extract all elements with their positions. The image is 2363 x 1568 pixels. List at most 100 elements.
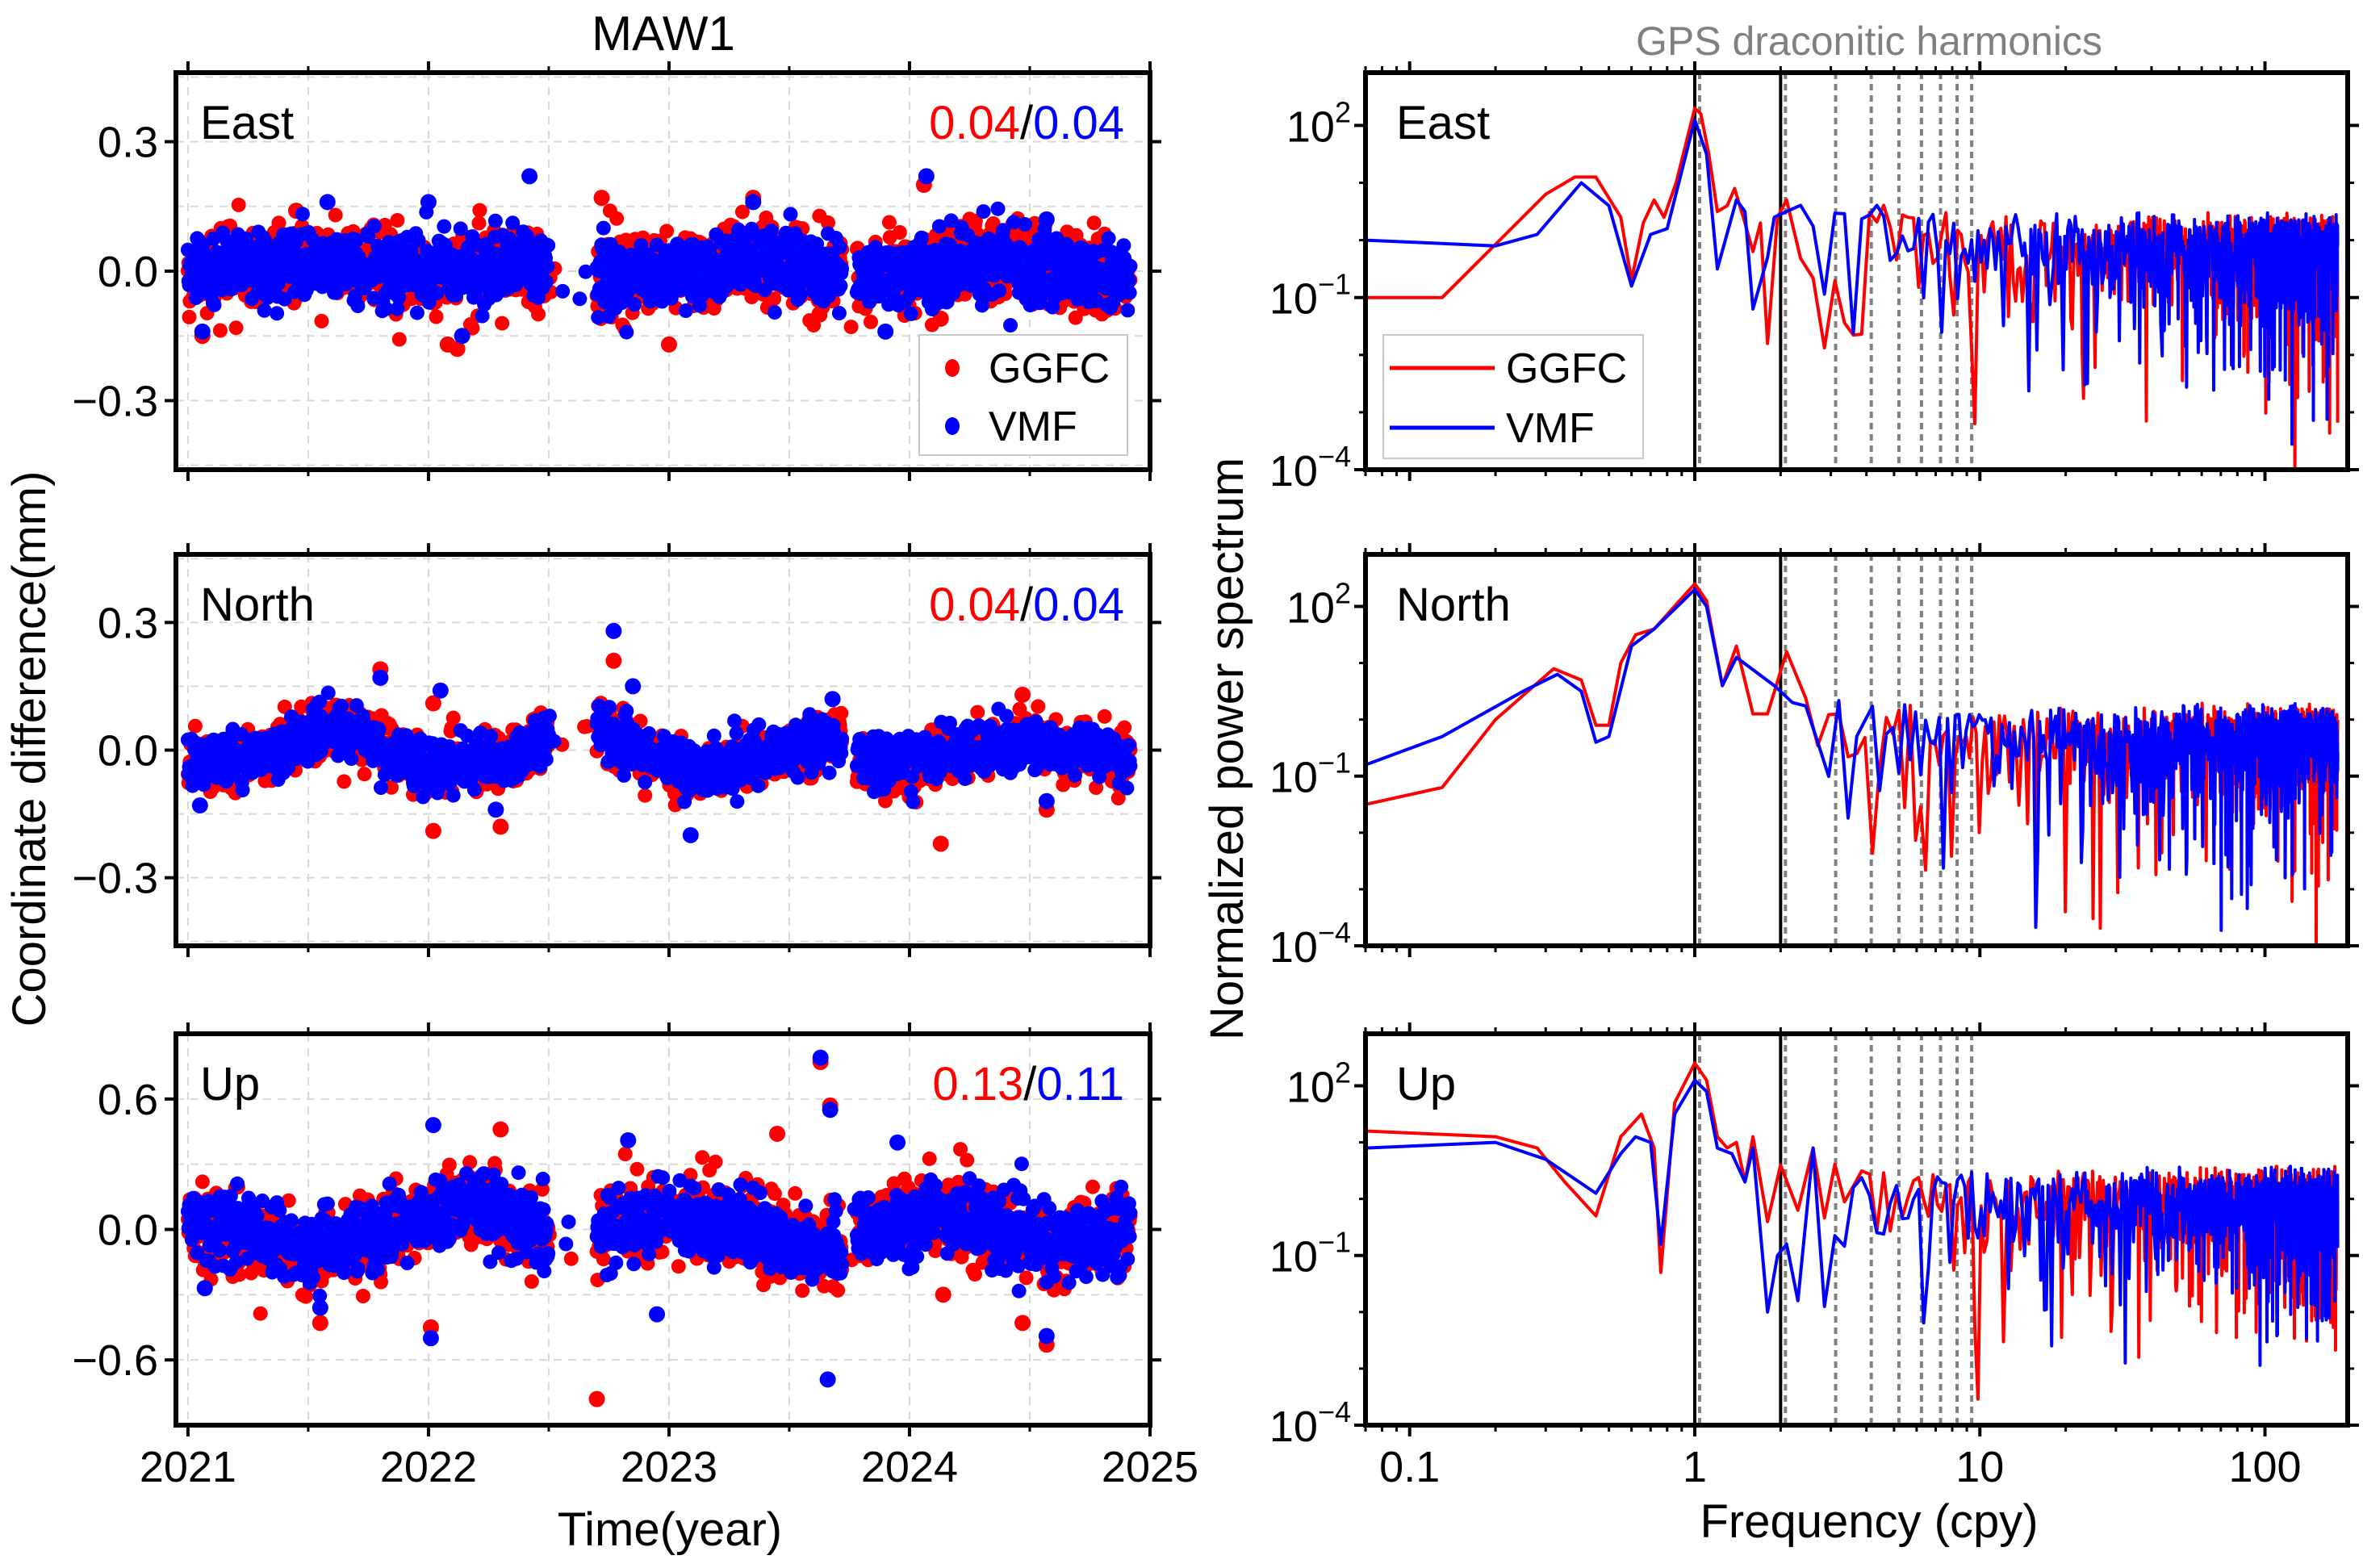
data-point [763,224,779,238]
data-point [730,794,745,809]
data-point [751,778,766,793]
panel-label: East [200,97,294,149]
rms-vmf: 0.04 [1033,97,1124,149]
data-point [390,213,405,228]
data-point [931,219,947,234]
data-point [1116,238,1131,253]
data-point [833,278,848,294]
data-point [475,308,490,324]
data-point [541,238,556,253]
data-point [943,237,957,253]
left-x-axis-label: Time(year) [558,1503,782,1556]
data-point [445,710,461,725]
data-point [767,291,782,307]
station-title: MAW1 [592,6,735,61]
data-point [212,323,228,338]
data-point [374,780,388,795]
y-tick-label: 0.3 [98,119,158,167]
data-point [914,230,929,245]
data-point [881,215,897,230]
data-point [337,774,352,789]
data-point [357,767,372,782]
data-point [555,283,571,299]
data-point [231,197,246,212]
data-point-outlier [319,194,336,211]
data-point [1117,720,1132,735]
data-point-outlier [420,194,437,211]
rms-values: 0.04/0.04 [929,97,1124,149]
data-point [546,734,562,749]
data-point [970,705,985,720]
data-point [391,290,406,305]
data-point [334,698,349,713]
data-point [996,223,1010,238]
data-point [437,219,452,234]
data-point [802,707,818,722]
data-point [391,332,407,347]
data-point [864,314,878,329]
data-point [495,316,510,331]
data-point [831,306,847,320]
data-point [187,718,203,734]
data-point [706,728,721,743]
data-point [314,313,329,328]
data-point [619,324,634,340]
data-point-outlier [593,190,610,207]
data-point [609,211,625,226]
right-y-axis-label: Normalized power spectrum [1201,458,1253,1040]
data-point [466,782,482,797]
data-point-outlier [918,168,935,185]
data-point [638,775,653,790]
data-point [350,299,366,313]
data-point [505,215,521,231]
timeseries-panel-east: 0.3 0.0 −0.3 East 0.04/0.04 [72,61,1161,481]
data-point-outlier [492,818,509,835]
data-point [572,291,588,307]
data-point [411,232,426,248]
data-point [277,291,292,307]
data-point [591,310,606,325]
data-point-outlier [449,341,466,358]
data-point [809,236,825,252]
data-point [832,240,847,255]
data-point [409,305,425,320]
data-point [678,303,693,318]
data-point [578,264,593,279]
data-point [1122,285,1137,300]
data-point [1086,215,1102,231]
data-point [182,309,197,324]
y-tick-label: 0.0 [98,248,158,296]
y-tick-label: −0.3 [72,377,158,425]
data-point-outlier [605,652,622,669]
data-point-outlier [745,194,762,211]
data-point [453,221,468,236]
data-point [1031,699,1046,714]
data-point [328,207,343,223]
data-point [821,215,835,230]
data-point [1123,258,1138,274]
data-point [793,287,808,303]
data-point [834,705,849,721]
data-point [207,297,222,312]
data-point [538,752,554,767]
data-point [642,725,657,741]
data-point [531,307,546,322]
data-point [1006,215,1022,230]
data-point [472,203,487,218]
data-point [834,261,850,276]
data-point [627,297,642,312]
data-point [1121,272,1136,287]
data-point-outlier [877,323,894,340]
data-point [638,788,653,803]
rms-separator: / [1020,97,1034,149]
data-point [471,215,487,231]
data-point-outlier [425,822,441,839]
data-point [1101,231,1116,246]
data-point [404,244,419,258]
data-point [349,232,364,248]
data-point [734,204,750,220]
data-point [228,320,244,336]
data-point [429,309,444,324]
data-point [320,685,336,700]
